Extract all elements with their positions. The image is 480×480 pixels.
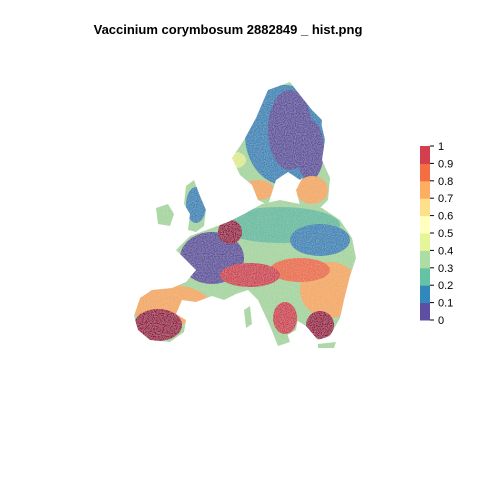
legend-segment [420,146,430,164]
map-title: Vaccinium corymbosum 2882849 _ hist.png [93,22,363,37]
legend-tick-label: 0.8 [438,176,453,188]
legend-tick-label: 0.1 [438,298,453,310]
legend-segment [420,163,430,182]
legend-segment [420,180,430,199]
legend-segment [420,285,430,304]
legend-ticks: 0 0.1 0.2 0.3 0.4 0.5 0.6 0.7 0.8 0.9 1 [430,141,453,327]
legend-segment [420,250,430,269]
legend-segment [420,233,430,251]
legend-tick-label: 0.2 [438,280,453,292]
legend-color-bar [420,146,430,321]
legend-segment [420,215,430,234]
legend-tick-label: 0.5 [438,228,453,240]
legend-tick-label: 0.4 [438,245,453,257]
legend-tick-label: 0.3 [438,263,453,275]
legend-segment [420,267,430,286]
legend-tick-label: 0.6 [438,211,453,223]
legend-tick-label: 0 [438,315,444,327]
legend-segment [420,198,430,217]
legend-tick-label: 1 [438,141,444,153]
legend-tick-label: 0.7 [438,193,453,205]
legend-segment [420,302,430,321]
legend-tick-label: 0.9 [438,158,453,170]
